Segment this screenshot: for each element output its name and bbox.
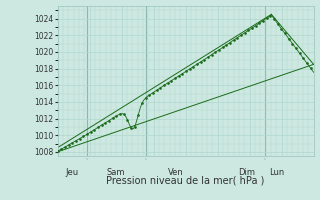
Text: Dim: Dim (238, 168, 255, 177)
X-axis label: Pression niveau de la mer( hPa ): Pression niveau de la mer( hPa ) (107, 175, 265, 185)
Text: Lun: Lun (269, 168, 284, 177)
Text: Sam: Sam (107, 168, 125, 177)
Text: Ven: Ven (167, 168, 183, 177)
Text: Jeu: Jeu (66, 168, 79, 177)
